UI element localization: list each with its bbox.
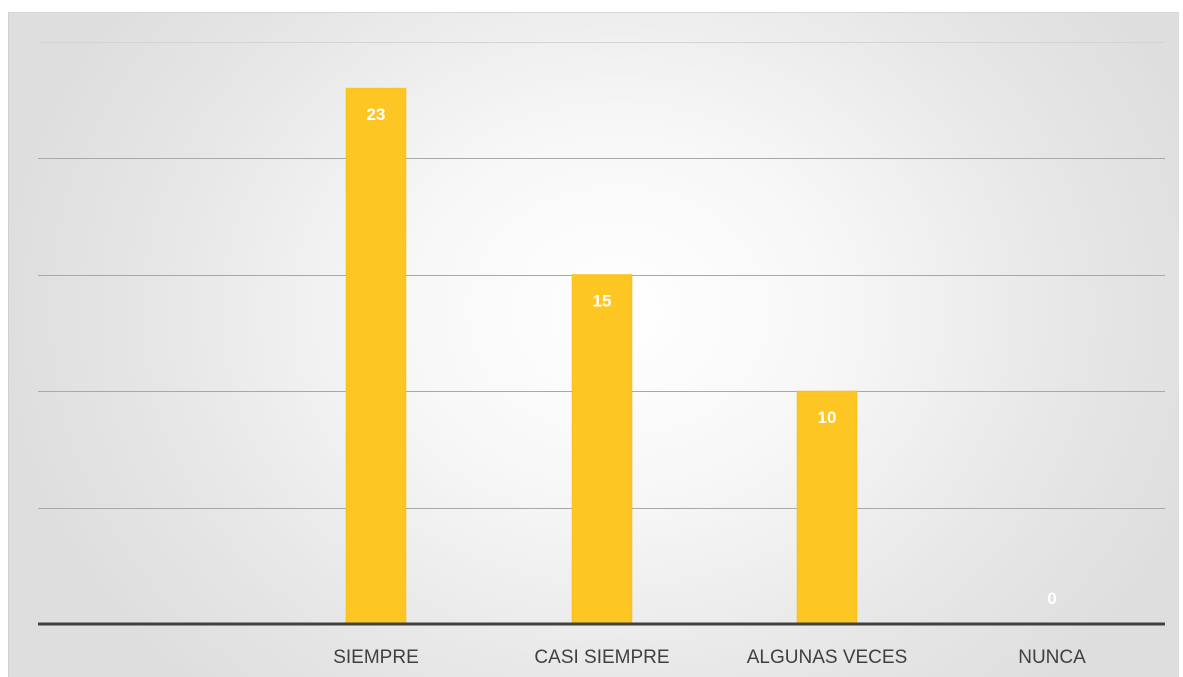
bars xyxy=(345,87,858,625)
x-tick-label-nunca: NUNCA xyxy=(1018,647,1086,668)
bar-siempre xyxy=(345,87,407,625)
data-labels: 23 15 10 0 xyxy=(367,105,1057,608)
data-label-casi-siempre: 15 xyxy=(593,292,612,311)
x-tick-label-casi-siempre: CASI SIEMPRE xyxy=(534,647,669,668)
bar-casi-siempre xyxy=(571,274,633,625)
data-label-algunas-veces: 10 xyxy=(818,408,837,427)
bar-algunas-veces xyxy=(796,390,858,625)
x-tick-label-algunas-veces: ALGUNAS VECES xyxy=(747,647,908,668)
x-tick-label-siempre: SIEMPRE xyxy=(333,647,419,668)
data-label-siempre: 23 xyxy=(367,105,386,124)
x-axis-tick-labels: SIEMPRE CASI SIEMPRE ALGUNAS VECES NUNCA xyxy=(333,647,1086,668)
data-label-nunca: 0 xyxy=(1047,589,1056,608)
